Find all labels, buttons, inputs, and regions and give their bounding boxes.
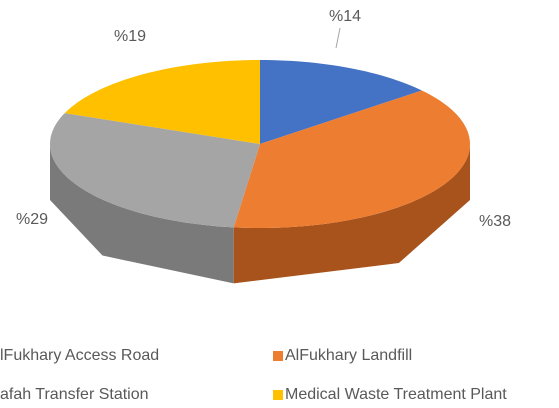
slice xyxy=(50,113,261,228)
leader-line xyxy=(335,27,341,49)
legend-swatch xyxy=(273,390,283,400)
slice-side xyxy=(233,144,470,284)
legend-label: lFukhary Access Road xyxy=(0,347,159,364)
slice-side xyxy=(50,144,234,284)
slice xyxy=(233,90,470,229)
legend-swatch xyxy=(273,351,283,361)
slice xyxy=(64,60,260,144)
legend-label: Medical Waste Treatment Plant xyxy=(285,386,507,403)
slice xyxy=(260,60,422,144)
legend-label: AlFukhary Landfill xyxy=(285,347,412,364)
legend-label: afah Transfer Station xyxy=(0,386,149,403)
data-label: %14 xyxy=(329,8,361,25)
data-label: %38 xyxy=(479,213,511,230)
data-label: %29 xyxy=(16,211,48,228)
data-label: %19 xyxy=(114,28,146,45)
